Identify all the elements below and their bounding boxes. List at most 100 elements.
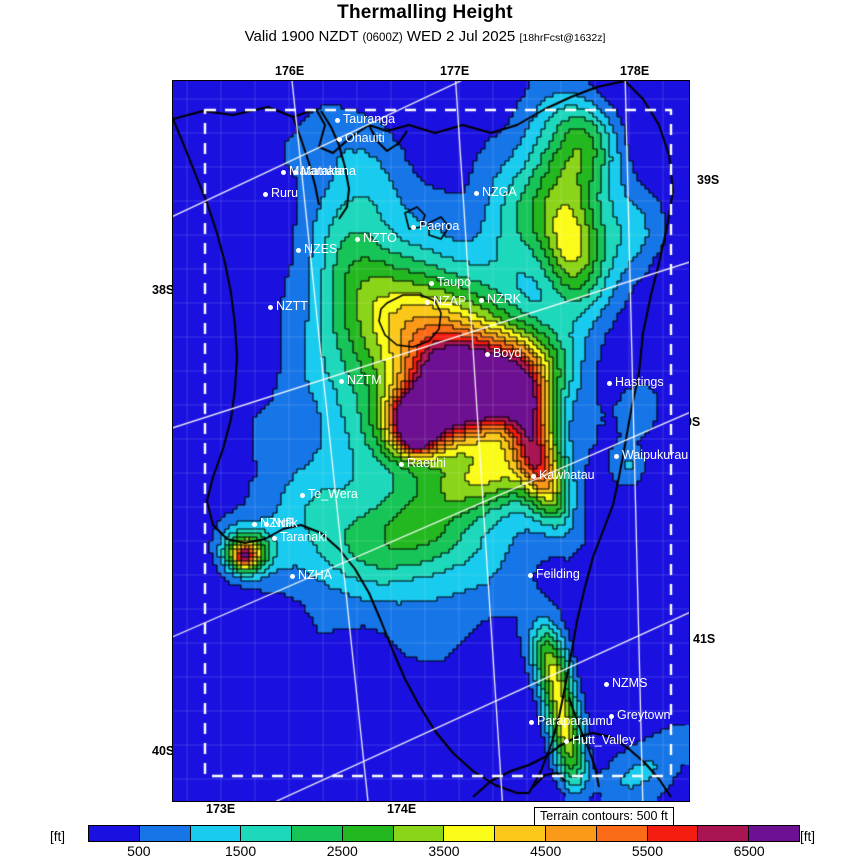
location-dot-icon (607, 381, 612, 386)
location-dot-icon (281, 170, 286, 175)
colorbar-segment (546, 826, 597, 841)
location-dot-icon (339, 379, 344, 384)
valid-time-local: Valid 1900 NZDT (244, 28, 359, 45)
city-label: Taupo (437, 275, 472, 289)
location-dot-icon (411, 225, 416, 230)
location-dot-icon (604, 682, 609, 687)
location-dot-icon (293, 170, 298, 175)
city-label: NZNP (260, 516, 295, 530)
city-label: Matakana (301, 164, 356, 178)
city-label: Tauranga (343, 112, 396, 126)
location-dot-icon (337, 137, 342, 142)
city-label: NZTM (347, 373, 382, 387)
city-label: Ruru (271, 186, 299, 200)
latitude-label-right: 41S (693, 632, 716, 646)
valid-time-line: Valid 1900 NZDT (0600Z) WED 2 Jul 2025 [… (0, 28, 850, 45)
colorbar-segment (698, 826, 750, 841)
city-label: NZES (304, 242, 338, 256)
longitude-label-top: 177E (440, 64, 470, 78)
location-dot-icon (609, 714, 614, 719)
colorbar-tick: 5500 (631, 843, 663, 859)
city-label: Feilding (536, 567, 580, 581)
location-dot-icon (264, 522, 269, 527)
forecast-map[interactable]: Tauranga Ohauiti Matamata Matakana Ruru NZGA P… (172, 80, 690, 802)
city-label: Raetihi (407, 456, 446, 470)
forecast-tag: [18hrFcst@1632z] (519, 32, 606, 44)
location-dot-icon (290, 574, 295, 579)
page-title: Thermalling Height (337, 2, 513, 23)
colorbar-segment (495, 826, 547, 841)
colorbar-segment (444, 826, 496, 841)
city-label: Hastings (615, 375, 664, 389)
location-dot-icon (485, 352, 490, 357)
city-label: Hutt_Valley (572, 733, 635, 747)
location-dot-icon (296, 248, 301, 253)
colorbar-segment (647, 826, 699, 841)
location-dot-icon (479, 298, 484, 303)
valid-date: WED 2 Jul 2025 (406, 28, 516, 45)
location-dot-icon (272, 536, 277, 541)
city-label: NZMS (612, 676, 648, 690)
location-dot-icon (355, 237, 360, 242)
colorbar-unit-left: [ft] (50, 829, 66, 844)
city-label: Kawhatau (539, 468, 595, 482)
colorbar-segment (292, 826, 343, 841)
latitude-label-left: 40S (152, 744, 175, 758)
city-label: Ohauiti (345, 131, 385, 145)
colorbar-tick: 1500 (224, 843, 257, 859)
longitude-label-bottom: 173E (206, 802, 236, 816)
colorbar-segment (139, 826, 191, 841)
colorbar-tick: 3500 (428, 843, 460, 859)
colorbar-tick: 6500 (733, 843, 765, 859)
location-dot-icon (614, 454, 619, 459)
location-dot-icon (300, 493, 305, 498)
colorbar-segment (393, 826, 445, 841)
city-label: NZHA (298, 568, 333, 582)
city-label: Taranaki (280, 530, 328, 544)
location-dot-icon (474, 191, 479, 196)
location-dot-icon (252, 522, 257, 527)
city-label: NZTO (363, 231, 397, 245)
longitude-label-bottom: 174E (387, 802, 417, 816)
city-label: Greytown (617, 708, 671, 722)
colorbar-segment (342, 826, 394, 841)
latitude-label-right: 39S (697, 173, 720, 187)
colorbar-segment (596, 826, 648, 841)
location-dot-icon (529, 720, 534, 725)
location-dot-icon (429, 281, 434, 286)
city-label: Matamata (289, 164, 345, 178)
location-dot-icon (425, 300, 430, 305)
city-label: Nrflk (272, 516, 298, 530)
latitude-label-left: 38S (152, 283, 175, 297)
colorbar-segment (749, 826, 799, 841)
colorbar-segment (190, 826, 242, 841)
colorbar-segment (89, 826, 140, 841)
city-label: Paeroa (419, 219, 460, 233)
longitude-label-top: 178E (620, 64, 650, 78)
valid-time-utc: (0600Z) (362, 32, 403, 44)
location-dot-icon (335, 118, 340, 123)
colorbar-unit-right: [ft] (800, 829, 816, 844)
location-dot-icon (263, 192, 268, 197)
location-dot-icon (564, 739, 569, 744)
location-dot-icon (528, 573, 533, 578)
location-dot-icon (399, 462, 404, 467)
colorbar-tick-labels: 500 1500 2500 3500 4500 5500 6500 (88, 843, 800, 860)
colorbar-legend: [ft] [ft] 500 1500 2500 3500 4500 5500 6500 (0, 823, 850, 860)
longitude-label-top: 176E (275, 64, 305, 78)
city-label: Te_Wera (308, 487, 358, 501)
city-label: NZTT (276, 299, 308, 313)
colorbar-segment (241, 826, 293, 841)
colorbar-tick: 500 (127, 843, 151, 859)
city-label: NZGA (482, 185, 517, 199)
colorbar-tick: 2500 (326, 843, 358, 859)
location-dot-icon (268, 305, 273, 310)
location-dot-icon (531, 474, 536, 479)
title-block: Thermalling Height Valid 1900 NZDT (0600… (0, 2, 850, 45)
city-label: NZAP (433, 294, 467, 308)
colorbar-swatches (88, 825, 800, 842)
colorbar-tick: 4500 (530, 843, 562, 859)
city-label: Waipukurau (622, 448, 689, 462)
city-label: Boyd (493, 346, 522, 360)
city-label: NZRK (487, 292, 522, 306)
